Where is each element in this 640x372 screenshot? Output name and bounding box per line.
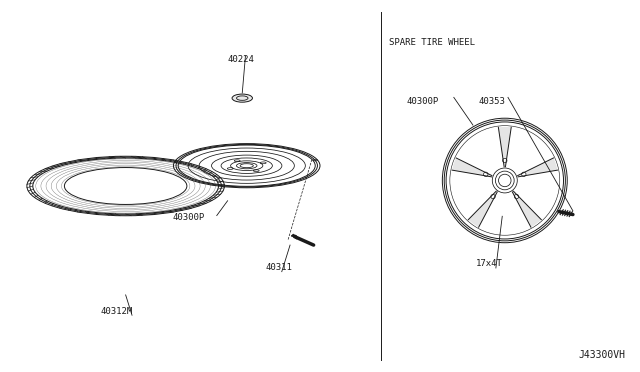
Ellipse shape <box>291 235 296 237</box>
Text: 40311: 40311 <box>266 263 292 272</box>
Ellipse shape <box>515 195 519 199</box>
Text: 40312M: 40312M <box>100 307 132 316</box>
Text: 40300P: 40300P <box>406 97 438 106</box>
Text: 40224: 40224 <box>228 55 255 64</box>
Polygon shape <box>518 158 557 177</box>
Text: 40353: 40353 <box>478 97 505 106</box>
Text: SPARE TIRE WHEEL: SPARE TIRE WHEEL <box>389 38 475 47</box>
Ellipse shape <box>232 94 252 102</box>
Ellipse shape <box>522 172 526 176</box>
Polygon shape <box>499 127 511 167</box>
Text: 40300P: 40300P <box>172 213 204 222</box>
Text: J43300VH: J43300VH <box>579 350 626 359</box>
Ellipse shape <box>484 172 488 176</box>
Polygon shape <box>468 191 497 227</box>
Polygon shape <box>452 158 492 177</box>
Ellipse shape <box>240 164 253 168</box>
Ellipse shape <box>502 158 507 163</box>
Polygon shape <box>513 191 541 227</box>
Text: 17x4T: 17x4T <box>476 259 503 268</box>
Ellipse shape <box>491 195 495 199</box>
